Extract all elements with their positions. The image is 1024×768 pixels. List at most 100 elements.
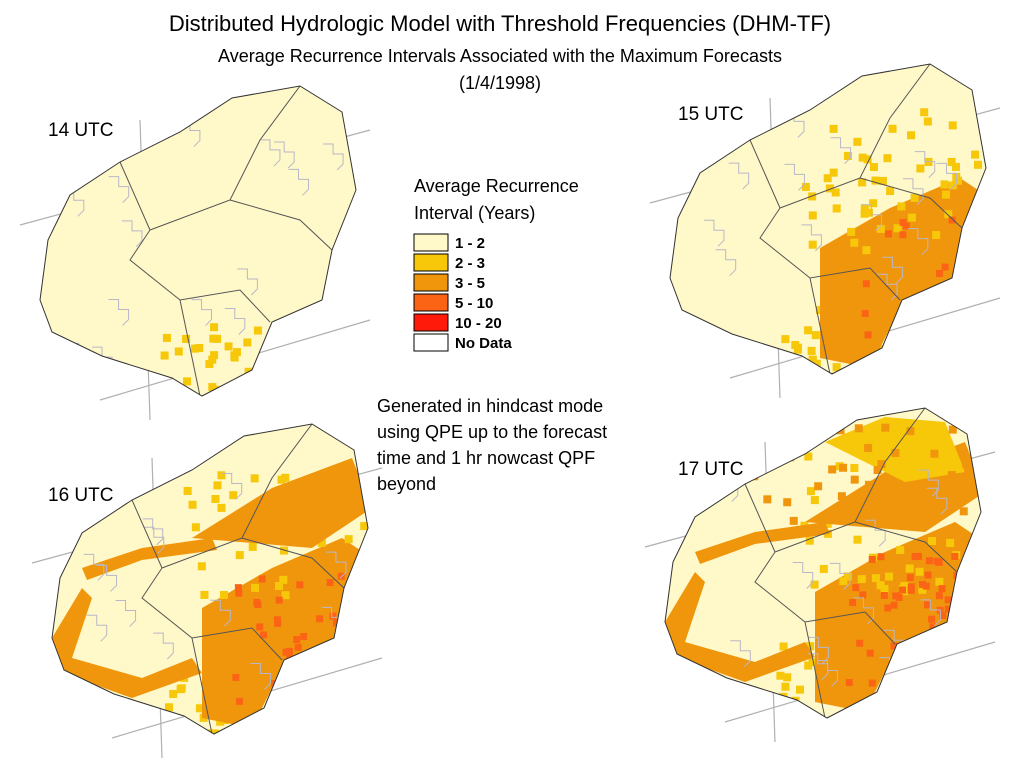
cell — [191, 523, 200, 532]
cell — [919, 707, 928, 716]
cell — [873, 466, 882, 475]
cell — [779, 642, 788, 651]
stream — [325, 551, 347, 579]
cell — [899, 231, 907, 239]
cell — [205, 360, 214, 369]
cell — [279, 575, 288, 584]
cell — [843, 151, 852, 160]
cell — [801, 182, 810, 191]
stream — [323, 143, 344, 171]
cell — [258, 575, 266, 583]
cell — [948, 425, 957, 434]
cell — [876, 224, 885, 233]
cell — [928, 615, 936, 623]
cell — [935, 592, 943, 600]
cell — [295, 670, 304, 679]
cell — [923, 117, 932, 126]
cell — [891, 448, 900, 457]
legend-title: Interval (Years) — [414, 203, 535, 223]
stream — [96, 564, 118, 592]
cell — [854, 424, 863, 433]
cell — [259, 631, 267, 639]
cell — [897, 202, 906, 211]
cell — [270, 692, 278, 700]
cell — [858, 153, 867, 162]
cell — [919, 581, 927, 589]
stream — [902, 178, 924, 206]
cell — [877, 460, 886, 469]
cell — [860, 204, 869, 213]
cell — [839, 463, 848, 472]
cell — [897, 715, 906, 718]
cell — [962, 460, 971, 469]
basin-map — [644, 407, 996, 743]
cell — [948, 216, 956, 224]
cell — [910, 193, 919, 202]
cell — [866, 649, 874, 657]
cell — [783, 498, 792, 507]
subtitle: Average Recurrence Intervals Associated … — [218, 46, 782, 66]
cell — [211, 494, 220, 503]
cell — [254, 367, 263, 376]
cell — [896, 546, 905, 555]
cell — [248, 723, 257, 732]
cell — [808, 658, 817, 667]
cell — [195, 704, 204, 713]
cell — [169, 689, 178, 698]
cell — [235, 589, 243, 597]
cell — [832, 204, 841, 213]
panel-label: 17 UTC — [678, 459, 743, 480]
cell — [154, 390, 163, 396]
cell — [274, 725, 283, 734]
cell — [349, 688, 357, 696]
cell — [921, 305, 929, 313]
cell — [950, 624, 958, 632]
cell — [178, 386, 187, 395]
cell — [210, 323, 219, 332]
cell — [947, 471, 956, 480]
cell — [342, 659, 350, 667]
zone — [820, 178, 986, 368]
cell — [352, 565, 361, 574]
cell — [222, 731, 231, 734]
cell — [881, 423, 890, 432]
cell — [962, 638, 970, 646]
cell — [165, 703, 174, 712]
legend-swatch — [413, 253, 449, 272]
cell — [883, 154, 892, 163]
cell — [832, 363, 841, 372]
cell — [863, 155, 872, 164]
cell — [907, 213, 916, 222]
zone — [665, 572, 815, 682]
cell — [326, 579, 334, 587]
cell — [807, 346, 816, 355]
legend-label: 3 - 5 — [455, 275, 485, 292]
legend-swatch — [413, 333, 449, 352]
cell — [944, 210, 953, 219]
cell — [932, 231, 941, 240]
cell — [845, 679, 853, 687]
cell — [284, 692, 292, 700]
stream — [703, 219, 725, 247]
cell — [890, 601, 898, 609]
cell — [236, 697, 244, 705]
stream — [853, 597, 875, 625]
legend-swatch — [413, 293, 449, 312]
cell — [849, 599, 857, 607]
cell — [922, 582, 930, 590]
stream — [830, 137, 852, 165]
cell — [964, 475, 973, 484]
cell — [823, 519, 832, 528]
cell — [248, 542, 257, 551]
legend-swatch — [413, 313, 449, 332]
cell — [954, 297, 962, 305]
cell — [925, 557, 933, 565]
stream — [914, 151, 936, 179]
stream — [340, 632, 361, 660]
cell — [946, 538, 955, 547]
cell — [938, 659, 946, 667]
cell — [160, 351, 169, 360]
stream — [792, 562, 814, 589]
cell — [971, 150, 980, 159]
cell — [815, 306, 824, 315]
